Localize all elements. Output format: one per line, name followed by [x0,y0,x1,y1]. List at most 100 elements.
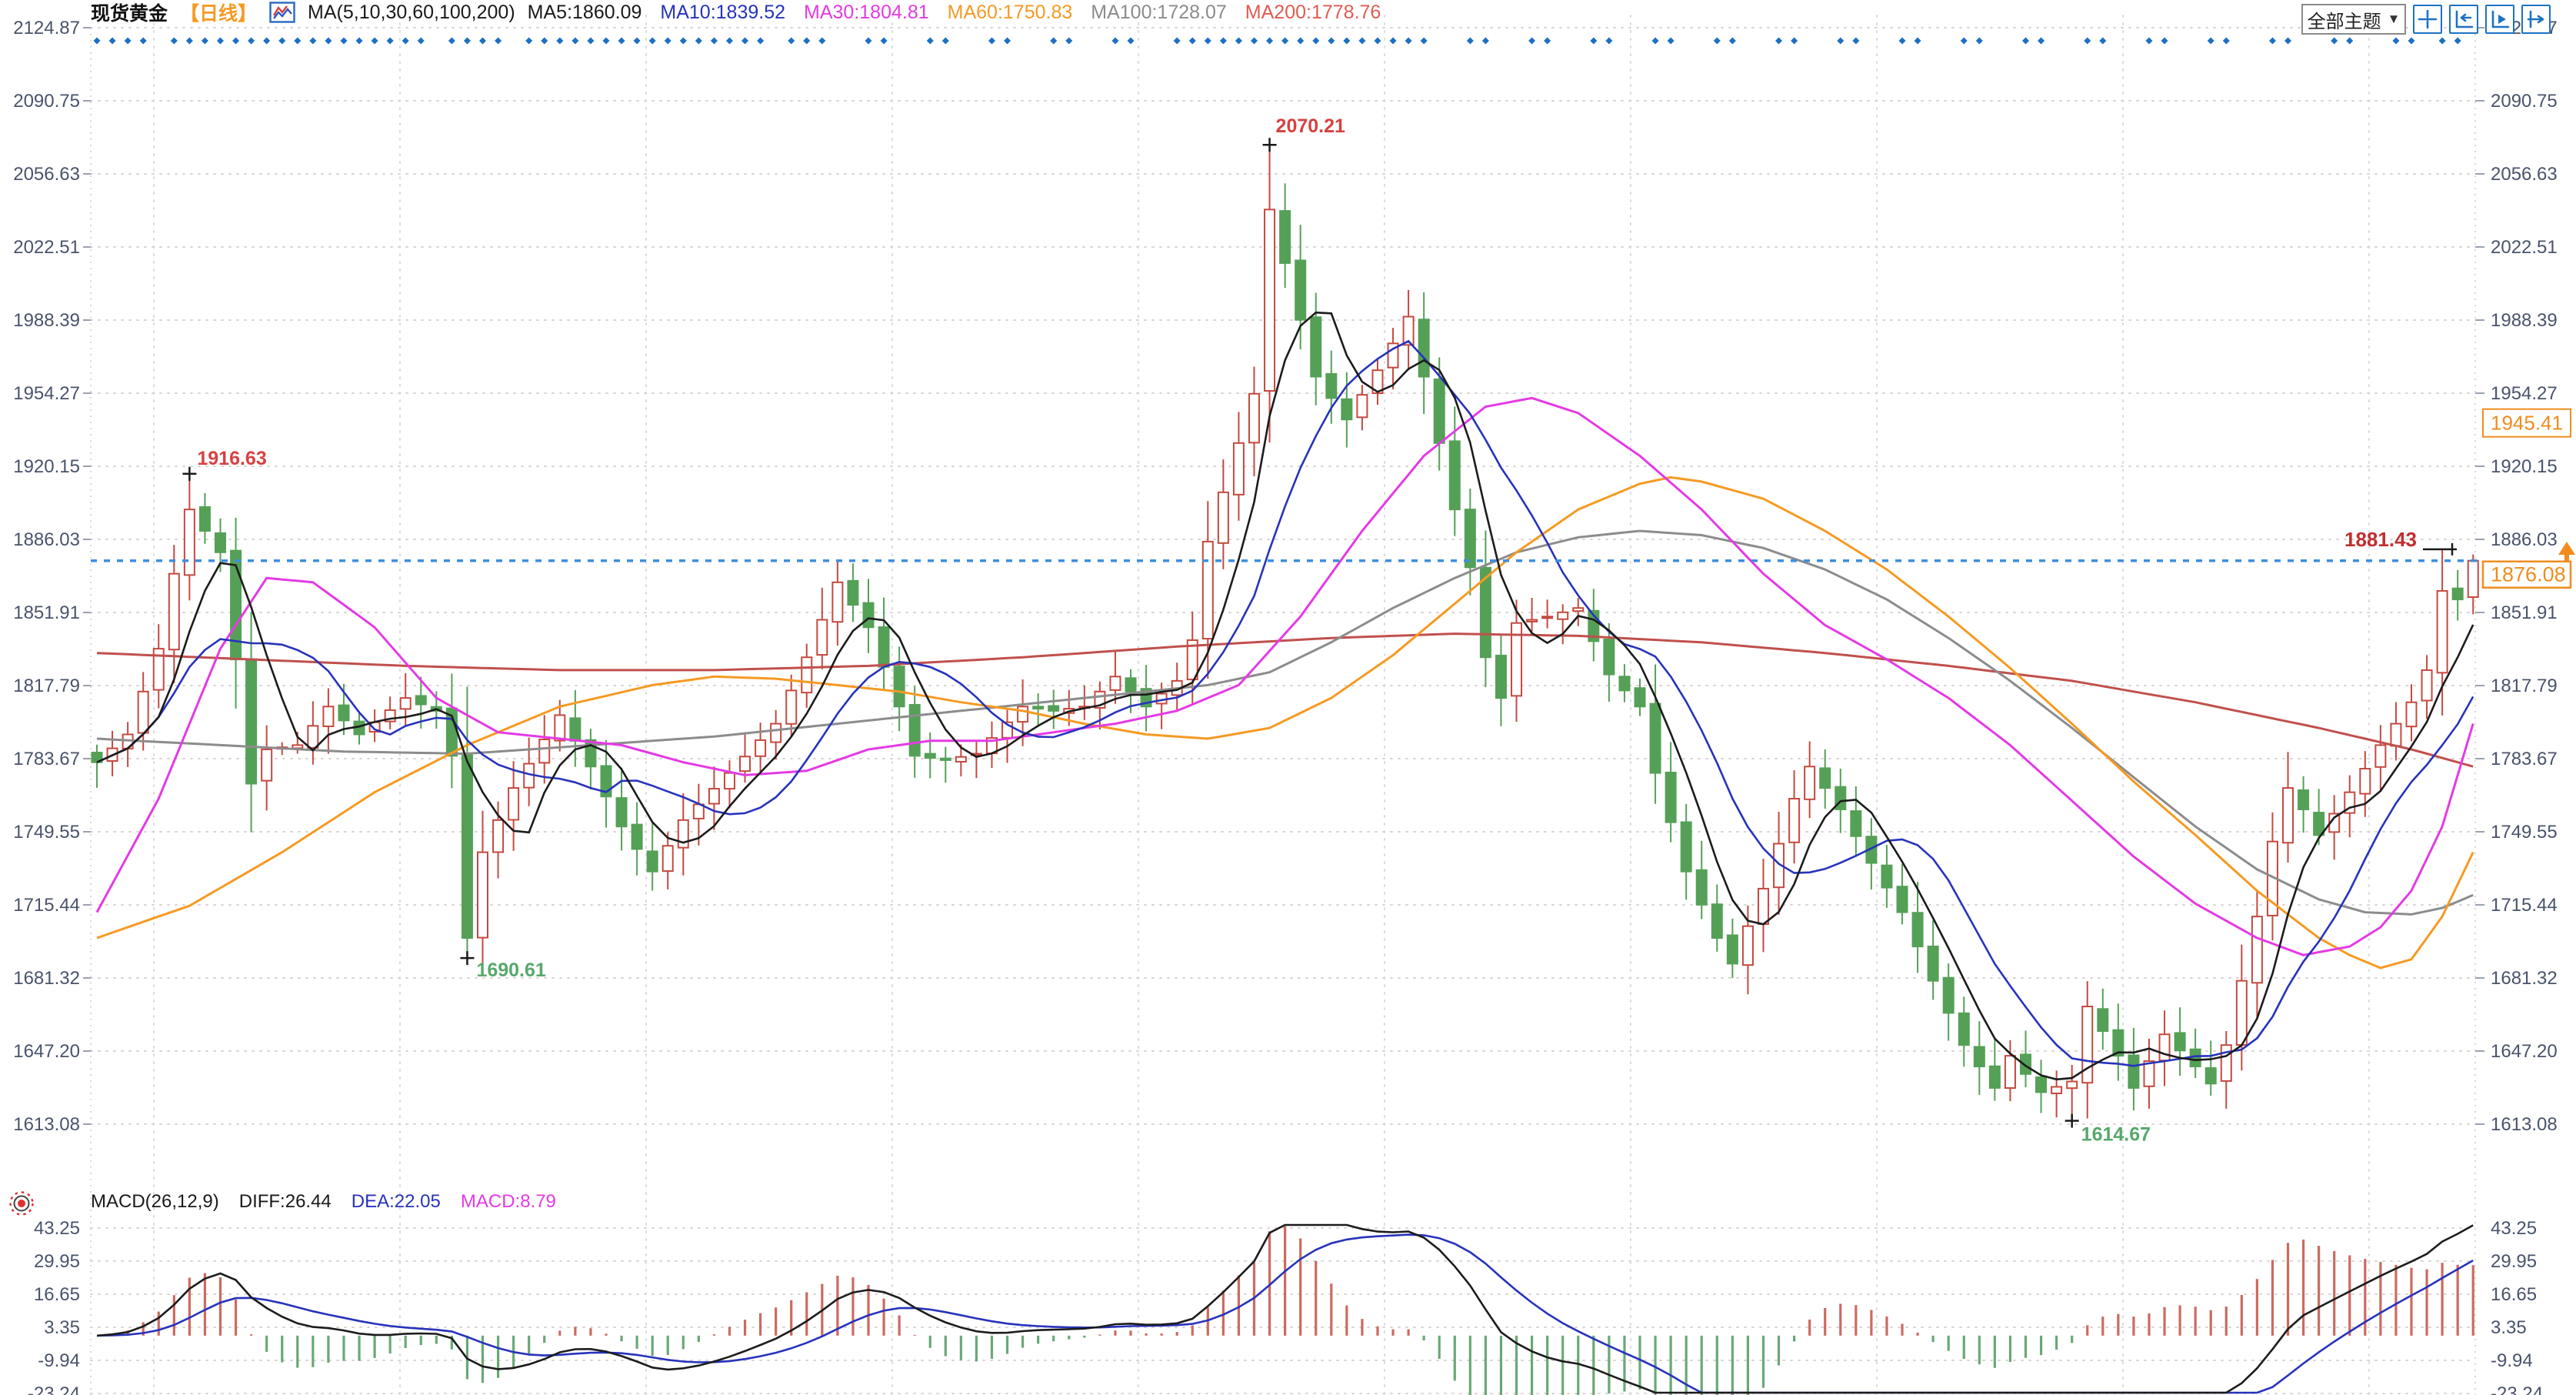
event-dot[interactable] [278,37,286,45]
event-dot[interactable] [2408,37,2415,45]
event-dot[interactable] [309,37,317,45]
event-dot[interactable] [1420,37,1428,45]
event-dot[interactable] [525,37,533,45]
event-dot[interactable] [757,37,765,45]
event-dot[interactable] [803,37,811,45]
event-dot[interactable] [340,37,348,45]
fit-start-button[interactable] [2449,5,2478,34]
event-dot[interactable] [479,37,486,45]
event-dot[interactable] [1358,37,1366,45]
event-dot[interactable] [572,37,579,45]
event-dot[interactable] [679,37,687,45]
event-dot[interactable] [1188,37,1196,45]
event-dot[interactable] [1235,37,1242,45]
event-dot[interactable] [1590,37,1598,45]
event-dot[interactable] [880,37,888,45]
event-dot[interactable] [2022,37,2029,45]
event-dot[interactable] [201,37,208,45]
event-dot[interactable] [1605,37,1613,45]
event-dot[interactable] [788,37,795,45]
event-dot[interactable] [1791,37,1798,45]
event-dot[interactable] [1667,37,1675,45]
event-dot[interactable] [1312,37,1320,45]
crosshair-tool-button[interactable] [2413,5,2442,34]
event-dot[interactable] [541,37,548,45]
event-dot[interactable] [402,37,409,45]
event-dot[interactable] [1651,37,1659,45]
event-dot[interactable] [1050,37,1058,45]
event-dot[interactable] [988,37,995,45]
event-dot[interactable] [941,37,949,45]
event-dot[interactable] [2038,37,2045,45]
event-dot[interactable] [648,37,656,45]
event-dot[interactable] [1374,37,1381,45]
event-dot[interactable] [1544,37,1551,45]
event-dot[interactable] [170,37,178,45]
event-dot[interactable] [1528,37,1536,45]
event-dot[interactable] [1713,37,1721,45]
event-dot[interactable] [448,37,455,45]
event-dot[interactable] [1466,37,1474,45]
event-dot[interactable] [1219,37,1227,45]
event-dot[interactable] [2346,37,2354,45]
event-dot[interactable] [556,37,564,45]
event-dot[interactable] [185,37,193,45]
event-dot[interactable] [2331,37,2338,45]
event-dot[interactable] [2392,37,2400,45]
event-dot[interactable] [2284,37,2292,45]
event-dot[interactable] [695,37,702,45]
event-dot[interactable] [1914,37,1921,45]
event-dot[interactable] [417,37,425,45]
event-dot[interactable] [1775,37,1783,45]
event-dot[interactable] [2145,37,2153,45]
event-dot[interactable] [926,37,934,45]
event-dot[interactable] [463,37,471,45]
indicator-settings-icon[interactable] [6,1188,37,1224]
event-dot[interactable] [633,37,641,45]
event-dot[interactable] [2438,37,2446,45]
event-dot[interactable] [1837,37,1845,45]
event-dot[interactable] [2207,37,2214,45]
event-dot[interactable] [1481,37,1489,45]
event-dot[interactable] [2268,37,2276,45]
event-dot[interactable] [818,37,826,45]
event-dot[interactable] [1281,37,1289,45]
event-dot[interactable] [664,37,671,45]
event-dot[interactable] [1127,37,1135,45]
event-dot[interactable] [2222,37,2230,45]
event-dot[interactable] [1389,37,1397,45]
event-dot[interactable] [2454,37,2461,45]
kline-style-icon[interactable] [269,2,295,23]
goto-latest-button[interactable] [2521,5,2551,34]
event-dot[interactable] [248,37,255,45]
event-dot[interactable] [865,37,872,45]
event-dot[interactable] [725,37,733,45]
event-dot[interactable] [2084,37,2091,45]
event-dot[interactable] [1004,37,1011,45]
event-dot[interactable] [325,37,332,45]
event-dot[interactable] [294,37,302,45]
event-dot[interactable] [602,37,610,45]
event-dot[interactable] [710,37,718,45]
event-dot[interactable] [1266,37,1274,45]
event-dot[interactable] [2161,37,2168,45]
event-dot[interactable] [1111,37,1119,45]
play-forward-button[interactable] [2485,5,2514,34]
event-dot[interactable] [587,37,595,45]
event-dot[interactable] [1728,37,1736,45]
period-label[interactable]: 【日线】 [180,3,258,25]
event-dot[interactable] [232,37,240,45]
theme-dropdown[interactable]: 全部主题 ▼ [2301,4,2406,35]
event-dot[interactable] [1343,37,1351,45]
event-dot[interactable] [2099,37,2107,45]
event-dot[interactable] [1975,37,1983,45]
event-dot[interactable] [386,37,394,45]
event-dot[interactable] [355,37,363,45]
event-dot[interactable] [93,37,101,45]
event-dot[interactable] [1204,37,1211,45]
event-dot[interactable] [371,37,378,45]
event-dot[interactable] [1173,37,1181,45]
event-dot[interactable] [263,37,271,45]
event-dot[interactable] [1297,37,1305,45]
